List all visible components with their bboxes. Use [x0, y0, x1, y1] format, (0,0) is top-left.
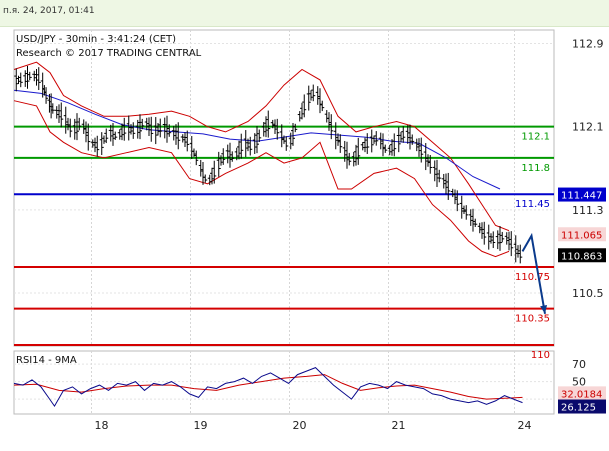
forecast-arrow-line [521, 232, 546, 314]
bollinger-lower-line [13, 100, 510, 258]
y-tick-label: 111.3 [572, 204, 604, 217]
x-tick-label: 19 [194, 419, 208, 432]
x-tick-label: 21 [392, 419, 406, 432]
rsi-label-box-rsi [558, 399, 606, 414]
level-label: 110.35 [515, 314, 550, 325]
forecast-arrow-head [540, 305, 548, 314]
level-label: 110 [531, 350, 550, 361]
rsi-y-tick-label: 50 [572, 376, 586, 389]
level-label: 110.75 [515, 272, 550, 283]
price-label-box-pivot [558, 187, 606, 202]
top-bar: п.я. 24, 2017, 01:41 [0, 0, 609, 27]
bollinger-upper-line [13, 61, 510, 232]
rsi-line [13, 367, 523, 408]
x-tick-label: 20 [293, 419, 307, 432]
rsi-label-rsi_ma: 32.0184 [561, 389, 602, 400]
price-label-band_top: 111.065 [561, 230, 602, 241]
price-label-last: 110.863 [561, 251, 602, 262]
y-tick-label: 112.1 [572, 121, 604, 134]
rsi-title: RSI14 - 9MA [16, 355, 77, 366]
level-label: 111.8 [521, 163, 550, 174]
level-label: 111.45 [515, 199, 550, 210]
x-tick-label: 18 [95, 419, 109, 432]
price-panel-frame [13, 29, 555, 347]
chart-title: USD/JPY - 30min - 3:41:24 (CET) [16, 34, 176, 45]
rsi-panel-frame [13, 350, 555, 415]
price-label-box-last [558, 248, 606, 263]
rsi-label-box-rsi_ma [558, 386, 606, 401]
rsi-y-tick-label: 70 [572, 358, 586, 371]
x-tick-label: 24 [518, 419, 532, 432]
price-label-box-band_top [558, 227, 606, 242]
timestamp: п.я. 24, 2017, 01:41 [3, 6, 95, 16]
y-tick-label: 110.5 [572, 287, 604, 300]
rsi-label-rsi: 26.125 [561, 403, 596, 414]
price-label-pivot: 111.447 [561, 191, 602, 202]
y-tick-label: 112.9 [572, 38, 604, 51]
level-label: 112.1 [521, 132, 550, 143]
chart-copyright: Research © 2017 TRADING CENTRAL [16, 48, 202, 59]
